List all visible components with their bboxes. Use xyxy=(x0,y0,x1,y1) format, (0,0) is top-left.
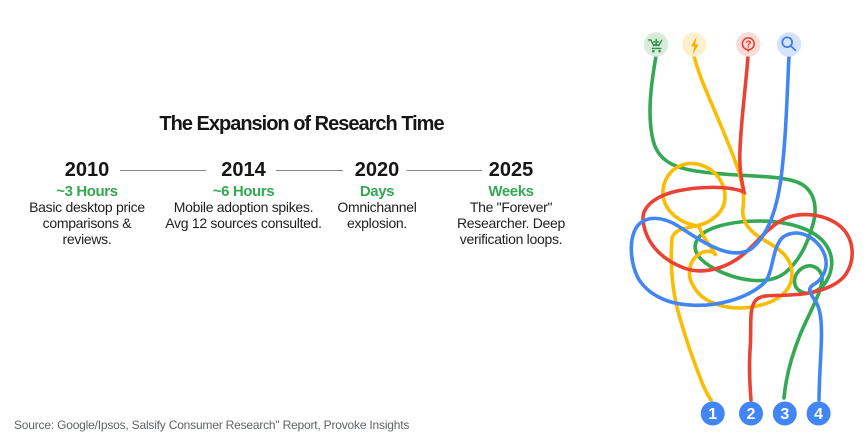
svg-text:2: 2 xyxy=(747,406,756,423)
svg-text:?: ? xyxy=(745,38,751,50)
svg-text:1: 1 xyxy=(708,406,717,423)
svg-text:3: 3 xyxy=(780,406,789,423)
svg-text:4: 4 xyxy=(814,406,823,423)
